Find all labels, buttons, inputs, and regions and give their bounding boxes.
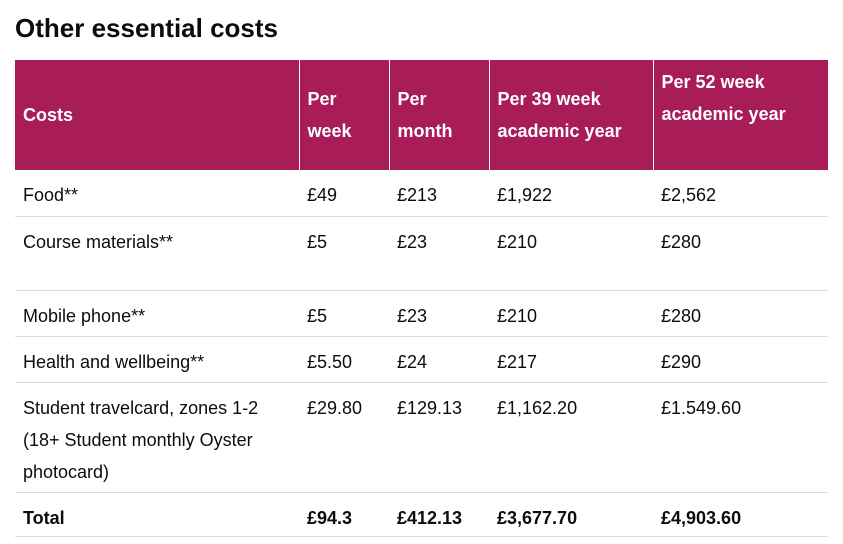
- cost-per-52-weeks: £2,562: [653, 170, 828, 217]
- cost-per-week: £49: [299, 170, 389, 217]
- table-row: Mobile phone** £5 £23 £210 £280: [15, 290, 828, 337]
- total-label: Total: [15, 492, 299, 537]
- header-per-month: Per month: [388, 60, 489, 170]
- cost-per-month: £24: [389, 336, 489, 383]
- cost-label: Student travelcard, zones 1-2 (18+ Stude…: [15, 382, 299, 493]
- table-row: Course materials** £5 £23 £210 £280: [15, 216, 828, 291]
- cost-per-week: £5: [299, 216, 389, 291]
- cost-label: Food**: [15, 170, 299, 217]
- cost-label: Mobile phone**: [15, 290, 299, 337]
- total-per-39-weeks: £3,677.70: [489, 492, 653, 537]
- header-costs: Costs: [15, 60, 299, 170]
- cost-per-39-weeks: £210: [489, 290, 653, 337]
- cost-per-39-weeks: £1,162.20: [489, 382, 653, 493]
- cost-per-month: £213: [389, 170, 489, 217]
- cost-per-39-weeks: £210: [489, 216, 653, 291]
- cost-per-52-weeks: £280: [653, 216, 828, 291]
- table-row: Food** £49 £213 £1,922 £2,562: [15, 170, 828, 217]
- total-per-month: £412.13: [389, 492, 489, 537]
- total-per-52-weeks: £4,903.60: [653, 492, 828, 537]
- header-per-week: Per week: [298, 60, 389, 170]
- page-title: Other essential costs: [15, 13, 278, 43]
- cost-per-week: £29.80: [299, 382, 389, 493]
- cost-per-52-weeks: £1.549.60: [653, 382, 828, 493]
- cost-per-52-weeks: £290: [653, 336, 828, 383]
- cost-label: Health and wellbeing**: [15, 336, 299, 383]
- essential-costs-table: Costs Per week Per month Per 39 week aca…: [15, 60, 828, 537]
- cost-per-39-weeks: £1,922: [489, 170, 653, 217]
- cost-label: Course materials**: [15, 216, 299, 291]
- cost-per-month: £23: [389, 216, 489, 291]
- header-per-39-week-year: Per 39 week academic year: [488, 60, 653, 170]
- table-header-row: Costs Per week Per month Per 39 week aca…: [15, 60, 828, 170]
- cost-per-week: £5.50: [299, 336, 389, 383]
- cost-per-week: £5: [299, 290, 389, 337]
- cost-per-month: £23: [389, 290, 489, 337]
- table-row: Health and wellbeing** £5.50 £24 £217 £2…: [15, 336, 828, 383]
- table-row: Student travelcard, zones 1-2 (18+ Stude…: [15, 382, 828, 493]
- header-per-52-week-year: Per 52 week academic year: [652, 60, 828, 170]
- total-per-week: £94.3: [299, 492, 389, 537]
- cost-per-39-weeks: £217: [489, 336, 653, 383]
- cost-per-month: £129.13: [389, 382, 489, 493]
- table-total-row: Total £94.3 £412.13 £3,677.70 £4,903.60: [15, 492, 828, 537]
- cost-per-52-weeks: £280: [653, 290, 828, 337]
